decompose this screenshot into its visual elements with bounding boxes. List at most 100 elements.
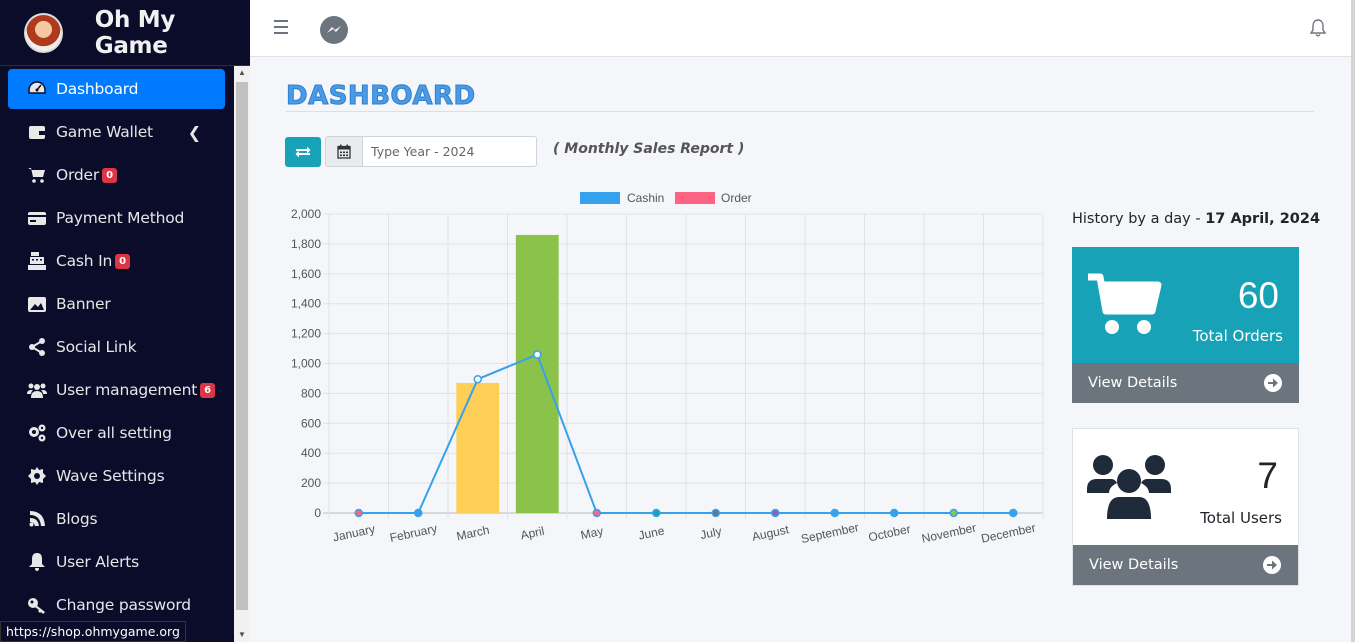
sidebar-item-label: Wave Settings [56,467,165,485]
sidebar-item-change-password[interactable]: Change password [8,585,225,625]
sidebar-item-cash-in[interactable]: Cash In 0 [8,241,225,281]
x-tick-label: January [332,522,377,545]
sidebar-item-payment-method[interactable]: Payment Method [8,198,225,238]
cart-icon [26,165,48,185]
sidebar-item-label: Payment Method [56,209,185,227]
x-tick-label: May [579,524,604,542]
history-prefix: History by a day - [1072,211,1206,227]
count-badge: 6 [200,382,215,398]
bar-april [515,234,559,513]
x-tick-label: March [455,523,491,544]
sidebar-item-banner[interactable]: Banner [8,284,225,324]
page-scrollbar[interactable] [1351,0,1355,642]
brand[interactable]: Oh My Game [0,0,250,66]
x-tick-label: April [519,524,545,543]
users-view-details-button[interactable]: View Details [1073,545,1298,585]
x-tick-label: November [920,520,977,545]
count-badge: 0 [115,253,130,269]
refresh-button[interactable] [285,137,321,167]
x-tick-label: September [800,520,860,546]
y-tick-label: 2,000 [291,207,321,221]
sidebar-item-label: Social Link [56,338,137,356]
sidebar-item-label: Order [56,166,100,184]
users-icon [26,380,48,400]
sidebar-item-label: Banner [56,295,111,313]
sidebar-item-game-wallet[interactable]: Game Wallet ❮ [8,112,225,152]
total-users-label: Total Users [1200,509,1282,527]
count-badge: 0 [102,167,117,183]
arrow-circle-right-icon [1263,556,1281,574]
bar-march [456,382,500,513]
blog-icon [26,509,48,529]
cashin-line [358,353,1014,514]
arrow-circle-right-icon [1264,374,1282,392]
sidebar-item-dashboard[interactable]: Dashboard [8,69,225,109]
line-point-march [473,374,482,384]
total-orders-card: 60 Total Orders View Details [1072,247,1299,403]
history-label: History by a day - 17 April, 2024 [1072,211,1320,227]
sidebar: Oh My Game Dashboard Game Wallet ❮ Order 0 Pa… [0,0,250,642]
y-tick-label: 1,000 [291,357,321,371]
line-point-february [414,508,423,518]
year-input[interactable] [362,136,537,167]
line-point-january [354,508,363,518]
calendar-icon [337,144,351,159]
sidebar-nav: Dashboard Game Wallet ❮ Order 0 Payment Metho… [0,66,234,628]
scrollbar-thumb[interactable] [236,82,248,610]
sidebar-item-label: Change password [56,596,191,614]
orders-view-details-label: View Details [1088,375,1178,391]
users-icon [1087,455,1171,519]
topbar [250,0,1351,57]
calendar-addon [325,136,363,167]
sidebar-item-label: User management [56,381,198,399]
sidebar-item-over-all-setting[interactable]: Over all setting [8,413,225,453]
orders-view-details-button[interactable]: View Details [1072,363,1299,403]
page-title: DASHBOARD [286,81,476,112]
cogs-icon [26,423,48,443]
sidebar-item-wave-settings[interactable]: Wave Settings [8,456,225,496]
line-point-september [830,508,839,518]
title-divider [286,111,1314,112]
brand-logo [24,12,63,53]
credit-card-icon [26,208,48,228]
line-point-august [771,508,780,518]
x-tick-label: July [699,524,723,542]
x-tick-label: June [637,523,666,542]
total-users-value: 7 [1257,455,1278,496]
y-tick-label: 1,600 [291,267,321,281]
total-users-card: 7 Total Users View Details [1072,428,1299,586]
tachometer-icon [26,79,48,99]
cart-icon [1088,273,1162,334]
y-tick-label: 1,200 [291,327,321,341]
x-tick-label: February [388,521,438,545]
sidebar-item-user-management[interactable]: User management 6 [8,370,225,410]
wallet-icon [26,122,48,142]
sidebar-item-label: Game Wallet [56,123,153,141]
x-tick-label: August [751,522,791,544]
messenger-icon[interactable] [320,16,348,44]
total-orders-value: 60 [1237,275,1279,316]
sidebar-item-user-alerts[interactable]: User Alerts [8,542,225,582]
sidebar-item-order[interactable]: Order 0 [8,155,225,195]
legend-swatch-cashin [580,192,620,204]
chevron-left-icon: ❮ [187,122,201,142]
sidebar-item-blogs[interactable]: Blogs [8,499,225,539]
image-icon [26,294,48,314]
users-view-details-label: View Details [1089,557,1179,573]
hamburger-menu-icon[interactable] [274,20,288,34]
history-date: 17 April, 2024 [1205,211,1321,227]
sidebar-item-label: Dashboard [56,80,139,98]
sidebar-item-label: Cash In [56,252,113,270]
x-tick-label: December [980,520,1037,545]
monthly-sales-chart: 0 200 400 600 800 1,000 1,200 1,400 1,600 1,800 2,… [291,191,1044,546]
y-tick-label: 800 [301,386,321,400]
line-point-october [890,508,899,518]
sidebar-item-social-link[interactable]: Social Link [8,327,225,367]
scroll-down-icon[interactable]: ▼ [238,630,246,639]
sidebar-scrollbar[interactable]: ▲ ▼ [234,66,250,642]
x-tick-label: October [867,522,912,545]
y-tick-label: 1,800 [291,237,321,251]
scroll-up-icon[interactable]: ▲ [238,68,246,77]
main-content: DASHBOARD ( Monthly Sales Report ) 0 200 4… [250,57,1351,642]
notification-bell-icon[interactable] [1309,19,1327,37]
